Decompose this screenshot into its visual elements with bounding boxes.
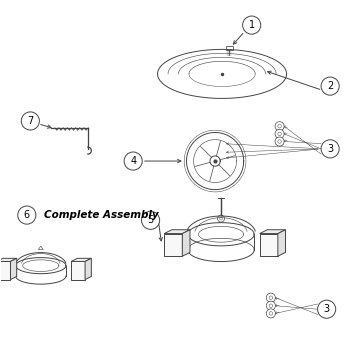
Text: 3: 3	[324, 304, 330, 314]
Circle shape	[317, 300, 336, 318]
Text: 3: 3	[327, 144, 333, 154]
Text: 4: 4	[130, 156, 136, 166]
Circle shape	[275, 122, 284, 131]
Circle shape	[269, 304, 273, 307]
Polygon shape	[10, 258, 17, 280]
Polygon shape	[164, 230, 190, 233]
Bar	[71, 261, 85, 280]
Bar	[225, 46, 232, 49]
Polygon shape	[182, 230, 190, 256]
Circle shape	[243, 16, 261, 34]
Text: 6: 6	[24, 210, 30, 220]
Text: 7: 7	[27, 116, 34, 126]
Circle shape	[278, 140, 281, 143]
Circle shape	[275, 130, 284, 138]
Circle shape	[266, 301, 275, 310]
Circle shape	[275, 137, 284, 146]
Circle shape	[218, 215, 224, 222]
Text: 1: 1	[248, 20, 255, 30]
Circle shape	[266, 293, 275, 302]
Text: Complete Assembly: Complete Assembly	[44, 210, 159, 220]
Bar	[164, 233, 182, 256]
Polygon shape	[85, 258, 91, 280]
Circle shape	[266, 309, 275, 318]
Polygon shape	[260, 230, 286, 233]
Circle shape	[269, 296, 273, 300]
Circle shape	[278, 125, 281, 128]
Circle shape	[18, 206, 36, 224]
Polygon shape	[278, 230, 286, 256]
Text: 2: 2	[327, 81, 333, 91]
Circle shape	[269, 312, 273, 315]
Circle shape	[278, 132, 281, 135]
Circle shape	[321, 140, 339, 158]
Polygon shape	[0, 258, 17, 261]
Text: 5: 5	[147, 215, 154, 225]
Circle shape	[321, 77, 339, 95]
Circle shape	[21, 112, 40, 130]
Circle shape	[124, 152, 142, 170]
Bar	[260, 233, 278, 256]
Polygon shape	[71, 258, 91, 261]
Circle shape	[141, 211, 160, 229]
Bar	[0, 261, 10, 280]
